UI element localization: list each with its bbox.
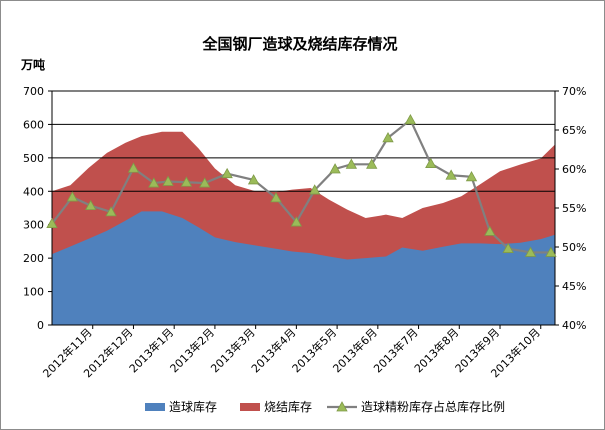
ratio-point (366, 158, 378, 169)
ratio-point (85, 199, 97, 211)
right-axis-tick-label: 50% (562, 241, 586, 254)
legend-label-pellet: 造球库存 (169, 399, 217, 414)
left-axis-tick-label: 700 (23, 85, 44, 98)
legend-label-ratio: 造球精粉库存占总库存比例 (361, 399, 505, 414)
right-axis-tick-label: 60% (562, 163, 586, 176)
ratio-point (484, 225, 496, 236)
ratio-point (270, 192, 282, 203)
ratio-point (445, 169, 457, 180)
right-axis-tick-label: 45% (562, 280, 586, 293)
right-axis-tick-label: 40% (562, 319, 586, 332)
right-axis-tick-label: 55% (562, 202, 586, 215)
area-layer (52, 131, 555, 325)
ratio-point (247, 174, 260, 185)
left-axis-tick-label: 0 (37, 319, 44, 332)
chart-title: 全国钢厂造球及烧结库存情况 (201, 35, 397, 53)
pellet-inventory-area (52, 211, 555, 325)
ratio-point (425, 157, 437, 168)
grid-layer (52, 90, 555, 192)
ratio-line-layer (46, 114, 557, 257)
legend: 造球库存 烧结库存 造球精粉库存占总库存比例 (145, 399, 505, 414)
ratio-point (180, 176, 193, 187)
ratio-point (524, 246, 537, 257)
right-axis-tick-label: 70% (562, 85, 586, 98)
ratio-point (329, 163, 341, 174)
ratio-point (127, 162, 140, 173)
ratio-point (148, 177, 160, 188)
ratio-point (199, 177, 211, 188)
right-axis-tick-label: 65% (562, 124, 586, 137)
legend-swatch-sinter (240, 403, 260, 411)
ratio-point (66, 191, 79, 202)
y-unit-label: 万吨 (20, 57, 45, 72)
left-axis-tick-label: 400 (23, 185, 44, 198)
left-axis-tick-label: 100 (23, 286, 44, 299)
ratio-point (502, 242, 514, 253)
ratio-point (309, 184, 321, 195)
legend-swatch-pellet (145, 403, 165, 411)
ratio-point (545, 246, 557, 257)
ratio-point (46, 217, 58, 229)
legend-marker-ratio (336, 401, 348, 412)
left-axis-tick-label: 300 (23, 219, 44, 232)
ratio-point (162, 175, 174, 186)
ratio-point (105, 206, 117, 217)
left-axis-tick-label: 200 (23, 252, 44, 265)
ratio-point (221, 167, 233, 179)
legend-label-sinter: 烧结库存 (264, 399, 312, 414)
left-axis-tick-label: 500 (23, 152, 44, 165)
ratio-point (345, 158, 358, 169)
ratio-point (382, 131, 394, 143)
ratio-point (404, 114, 417, 125)
ratio-point (465, 170, 478, 182)
ratio-point (290, 216, 303, 227)
left-axis-tick-label: 600 (23, 118, 44, 131)
